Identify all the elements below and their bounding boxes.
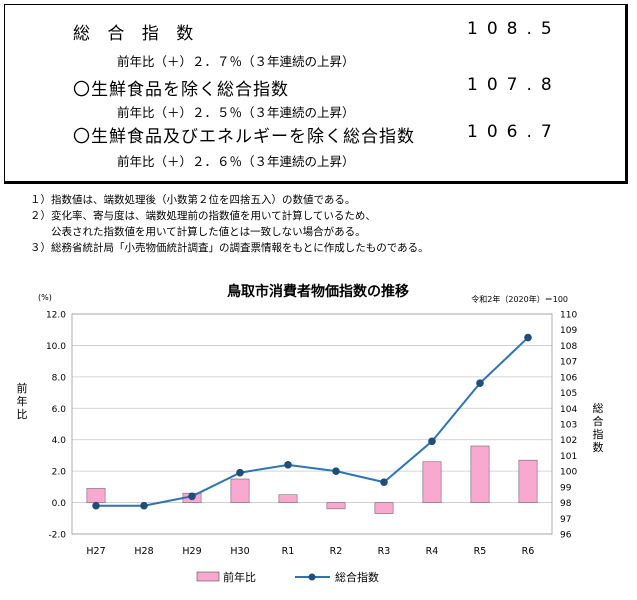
x-tick-label: H27 bbox=[86, 546, 105, 557]
left-axis-ticks: -2.0 0.0 2.0 4.0 6.0 8.0 10.0 12.0 bbox=[46, 311, 66, 541]
footnotes: １）指数値は、端数処理後（小数第２位を四捨五入）の数値である。 ２）変化率、寄与… bbox=[30, 192, 429, 256]
right-tick-label: 101 bbox=[560, 452, 577, 462]
left-axis-unit: (%) bbox=[38, 293, 52, 302]
footnote-3: ３）総務省統計局「小売物価統計調査」の調査票情報をもとに作成したものである。 bbox=[30, 242, 429, 254]
point-R5 bbox=[476, 379, 484, 387]
legend: 前年比 総合指数 bbox=[196, 570, 379, 584]
left-axis-label: 前年比 bbox=[17, 381, 28, 421]
base-note: 令和2年（2020年）＝100 bbox=[471, 294, 568, 304]
left-axis-label-char: 年 bbox=[17, 394, 28, 408]
legend-bar-label: 前年比 bbox=[223, 570, 256, 584]
point-H29 bbox=[188, 492, 196, 501]
right-axis-label: 総合指数 bbox=[593, 401, 604, 454]
right-tick-label: 108 bbox=[560, 342, 577, 352]
point-R6 bbox=[524, 333, 532, 342]
point-R1 bbox=[284, 461, 292, 469]
left-tick-label: 6.0 bbox=[52, 405, 67, 415]
legend-line-marker bbox=[308, 573, 316, 581]
x-tick-label: H28 bbox=[134, 546, 153, 557]
x-tick-label: R5 bbox=[474, 546, 487, 557]
left-tick-label: 8.0 bbox=[52, 373, 67, 383]
summary-row-3-label: 〇生鮮食品及びエネルギーを除く総合指数 bbox=[73, 127, 415, 147]
right-tick-label: 107 bbox=[560, 358, 577, 368]
x-tick-label: R6 bbox=[522, 546, 535, 557]
line-path bbox=[96, 336, 529, 507]
summary-row-2-sub: 前年比（＋）２．５％（３年連続の上昇） bbox=[117, 105, 355, 120]
right-tick-label: 105 bbox=[560, 389, 577, 399]
x-tick-label: R2 bbox=[330, 546, 343, 557]
footnote-2: ２）変化率、寄与度は、端数処理前の指数値を用いて計算しているため、 bbox=[30, 210, 376, 222]
summary-row-3-value: 106.7 bbox=[467, 122, 561, 142]
x-tick-label: H30 bbox=[230, 546, 249, 557]
summary-row-1-sub: 前年比（＋）２．７％（３年連続の上昇） bbox=[117, 54, 355, 69]
bar-R5 bbox=[470, 445, 490, 503]
bar-R2 bbox=[326, 502, 346, 510]
left-tick-label: 10.0 bbox=[46, 342, 66, 352]
right-tick-label: 100 bbox=[560, 468, 577, 478]
grid-lines bbox=[71, 313, 553, 535]
right-tick-label: 97 bbox=[560, 515, 571, 525]
right-tick-label: 106 bbox=[560, 373, 577, 383]
bar-R3 bbox=[374, 502, 394, 514]
right-axis-label-char: 総 bbox=[593, 401, 604, 415]
right-tick-label: 98 bbox=[560, 499, 572, 509]
left-tick-label: 2.0 bbox=[52, 468, 67, 478]
x-tick-label: R1 bbox=[282, 546, 295, 557]
summary-box: 総 合 指 数 108.5 前年比（＋）２．７％（３年連続の上昇） 〇生鮮食品を… bbox=[4, 4, 628, 184]
bar-H30 bbox=[230, 478, 250, 503]
right-tick-label: 96 bbox=[560, 531, 572, 541]
summary-row-3-sub: 前年比（＋）２．６％（３年連続の上昇） bbox=[117, 154, 355, 169]
x-axis-ticks: H27 H28 H29 H30 R1 R2 R3 R4 R5 R6 bbox=[86, 546, 534, 557]
right-axis-label-char: 指 bbox=[593, 427, 604, 441]
left-tick-label: -2.0 bbox=[48, 531, 66, 541]
footnote-1: １）指数値は、端数処理後（小数第２位を四捨五入）の数値である。 bbox=[30, 194, 356, 206]
legend-bar-swatch bbox=[196, 571, 220, 582]
right-axis-label-char: 数 bbox=[593, 441, 604, 454]
left-axis-label-char: 比 bbox=[17, 408, 28, 421]
summary-row-2-label: 〇生鮮食品を除く総合指数 bbox=[73, 80, 289, 100]
line-series bbox=[92, 333, 532, 510]
right-axis-ticks: 96 97 98 99 100 101 102 103 104 105 106 107 108 109 11… bbox=[560, 311, 577, 541]
left-tick-label: 12.0 bbox=[46, 311, 66, 321]
point-R4 bbox=[428, 437, 436, 446]
bar-R4 bbox=[422, 461, 442, 503]
right-axis-label-char: 合 bbox=[593, 414, 604, 428]
right-tick-label: 104 bbox=[560, 405, 577, 415]
x-tick-label: H29 bbox=[182, 546, 201, 557]
right-tick-label: 103 bbox=[560, 421, 577, 431]
summary-row-2-value: 107.8 bbox=[467, 75, 561, 95]
point-R2 bbox=[332, 467, 340, 475]
cpi-chart: 鳥取市消費者物価指数の推移 令和2年（2020年）＝100 (%) 前年比 総合… bbox=[17, 283, 604, 584]
point-H27 bbox=[92, 501, 100, 510]
right-tick-label: 102 bbox=[560, 436, 577, 446]
bar-R1 bbox=[278, 494, 298, 503]
legend-line-label: 総合指数 bbox=[335, 570, 379, 584]
x-tick-label: R4 bbox=[426, 546, 439, 557]
point-H30 bbox=[236, 468, 244, 477]
left-tick-label: 0.0 bbox=[52, 499, 67, 509]
point-R3 bbox=[380, 478, 388, 486]
right-tick-label: 110 bbox=[560, 311, 577, 321]
summary-row-1-label: 総 合 指 数 bbox=[73, 24, 200, 44]
x-tick-label: R3 bbox=[378, 546, 391, 557]
plot-frame bbox=[71, 313, 553, 535]
summary-row-1-value: 108.5 bbox=[467, 19, 561, 39]
footnote-2-cont: 公表された指数値を用いて計算した値とは一致しない場合がある。 bbox=[30, 226, 366, 238]
left-tick-label: 4.0 bbox=[52, 436, 67, 446]
chart-title: 鳥取市消費者物価指数の推移 bbox=[227, 283, 409, 300]
right-tick-label: 109 bbox=[560, 326, 577, 336]
right-tick-label: 99 bbox=[560, 483, 572, 493]
bar-R6 bbox=[518, 459, 538, 503]
bar-H27 bbox=[86, 488, 106, 503]
point-H28 bbox=[140, 501, 148, 510]
left-axis-label-char: 前 bbox=[17, 381, 28, 395]
